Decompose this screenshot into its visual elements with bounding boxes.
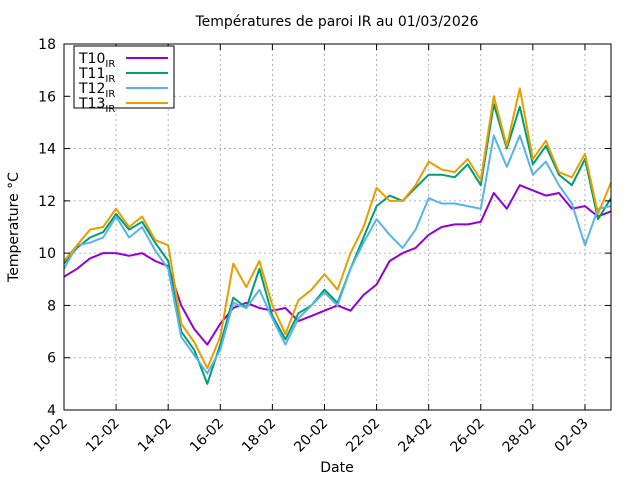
y-tick-label: 16 (38, 89, 56, 105)
legend-label-subscript: IR (105, 59, 115, 70)
legend-label-t12: T12IR (78, 81, 115, 100)
legend-box (73, 45, 175, 109)
y-tick-label: 10 (38, 246, 56, 262)
legend-label-name: T10 (78, 51, 105, 67)
x-axis-label: Date (320, 460, 353, 476)
series-lines (63, 87, 612, 385)
y-tick-label: 6 (47, 351, 56, 367)
grid (64, 44, 611, 410)
y-tick-label: 4 (47, 403, 56, 419)
series-line-t12 (63, 134, 612, 375)
plot-frame (63, 43, 612, 411)
chart-title: Températures de paroi IR au 01/03/2026 (194, 14, 478, 30)
legend-label-subscript: IR (105, 89, 115, 100)
y-tick-label: 18 (38, 37, 56, 53)
y-tick-label: 14 (38, 142, 56, 158)
y-axis-label: Temperature °C (6, 172, 22, 283)
legend-label-t11: T11IR (78, 66, 115, 85)
legend-label-name: T13 (78, 96, 105, 112)
y-tick-label: 8 (47, 298, 56, 314)
legend-label-name: T12 (78, 81, 105, 97)
legend-label-name: T11 (78, 66, 105, 82)
series-line-t13 (63, 87, 612, 370)
y-tick-label: 12 (38, 194, 56, 210)
legend-label-subscript: IR (105, 104, 115, 115)
legend-label-subscript: IR (105, 74, 115, 85)
legend-label-t13: T13IR (78, 96, 115, 115)
legend-label-t10: T10IR (78, 51, 115, 70)
